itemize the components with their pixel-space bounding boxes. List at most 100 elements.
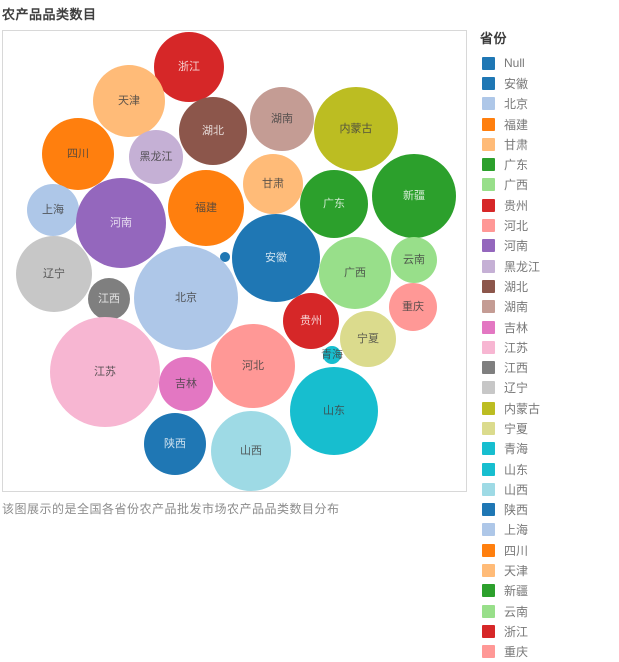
bubble-label: 贵州 [300, 314, 322, 327]
legend-item-label: 广西 [504, 178, 529, 193]
bubble-广东[interactable]: 广东 [300, 170, 368, 238]
legend-item-label: 山西 [504, 482, 529, 497]
legend-item-四川[interactable]: 四川 [480, 540, 619, 560]
legend-color-swatch-icon [482, 421, 495, 435]
legend-item-上海[interactable]: 上海 [480, 520, 619, 540]
bubble-天津[interactable]: 天津 [93, 65, 165, 137]
legend-color-swatch-icon [482, 442, 495, 456]
bubble-label: 天津 [118, 94, 140, 107]
bubble-label: 湖北 [202, 124, 224, 137]
bubble-label: 青海 [321, 348, 343, 361]
legend-item-吉林[interactable]: 吉林 [480, 317, 619, 337]
bubble-湖北[interactable]: 湖北 [179, 97, 247, 165]
bubble-黑龙江[interactable]: 黑龙江 [129, 130, 183, 184]
legend-item-云南[interactable]: 云南 [480, 601, 619, 621]
legend-color-swatch-icon [482, 137, 495, 151]
legend-item-贵州[interactable]: 贵州 [480, 195, 619, 215]
bubble-福建[interactable]: 福建 [168, 170, 244, 246]
bubble-新疆[interactable]: 新疆 [372, 154, 456, 238]
legend-item-label: 贵州 [504, 198, 529, 213]
legend-item-浙江[interactable]: 浙江 [480, 621, 619, 641]
bubble-四川[interactable]: 四川 [42, 118, 114, 190]
bubble-内蒙古[interactable]: 内蒙古 [314, 87, 398, 171]
legend-item-label: 湖北 [504, 279, 529, 294]
bubble-label: 广西 [344, 266, 366, 279]
legend-item-新疆[interactable]: 新疆 [480, 581, 619, 601]
legend-item-label: 云南 [504, 604, 529, 619]
legend-item-江西[interactable]: 江西 [480, 357, 619, 377]
bubble-云南[interactable]: 云南 [391, 237, 437, 283]
bubble-label: 重庆 [402, 300, 424, 313]
bubble-山西[interactable]: 山西 [211, 411, 291, 491]
bubble-label: 内蒙古 [339, 122, 373, 135]
legend-color-swatch-icon [482, 219, 495, 233]
legend-item-江苏[interactable]: 江苏 [480, 337, 619, 357]
legend-item-青海[interactable]: 青海 [480, 439, 619, 459]
bubble-重庆[interactable]: 重庆 [389, 283, 437, 331]
legend-item-陕西[interactable]: 陕西 [480, 500, 619, 520]
bubble-label: 湖南 [271, 112, 293, 125]
legend-color-swatch-icon [482, 584, 495, 598]
bubble-河北[interactable]: 河北 [211, 324, 295, 408]
bubble-江苏[interactable]: 江苏 [50, 317, 160, 427]
bubble-label: 辽宁 [43, 267, 65, 280]
bubble-河南[interactable]: 河南 [76, 178, 166, 268]
legend-item-安徽[interactable]: 安徽 [480, 73, 619, 93]
bubble-label: 宁夏 [357, 332, 379, 345]
bubble-宁夏[interactable]: 宁夏 [340, 311, 396, 367]
bubble-label: 北京 [175, 291, 197, 304]
legend-color-swatch-icon [482, 320, 495, 334]
legend-item-内蒙古[interactable]: 内蒙古 [480, 398, 619, 418]
legend-item-label: 福建 [504, 117, 529, 132]
legend-item-广东[interactable]: 广东 [480, 154, 619, 174]
legend-item-山西[interactable]: 山西 [480, 479, 619, 499]
legend-item-湖北[interactable]: 湖北 [480, 276, 619, 296]
legend-item-甘肃[interactable]: 甘肃 [480, 134, 619, 154]
bubble-甘肃[interactable]: 甘肃 [243, 154, 303, 214]
legend-item-广西[interactable]: 广西 [480, 175, 619, 195]
legend-item-重庆[interactable]: 重庆 [480, 642, 619, 662]
bubble-安徽[interactable]: 安徽 [232, 214, 320, 302]
legend-item-list: Null 安徽 北京 福建 甘肃 广东 广西 贵州 河北 河南 黑龙江 湖北 湖… [480, 53, 619, 662]
bubble-北京[interactable]: 北京 [134, 246, 238, 350]
legend-item-label: 青海 [504, 442, 529, 457]
bubble-山东[interactable]: 山东 [290, 367, 378, 455]
bubble-label: 上海 [42, 203, 64, 216]
bubble-贵州[interactable]: 贵州 [283, 293, 339, 349]
legend-item-黑龙江[interactable]: 黑龙江 [480, 256, 619, 276]
legend-color-swatch-icon [482, 300, 495, 314]
legend-item-河南[interactable]: 河南 [480, 236, 619, 256]
legend-item-宁夏[interactable]: 宁夏 [480, 418, 619, 438]
legend-title: 省份 [480, 31, 508, 46]
legend-item-北京[interactable]: 北京 [480, 94, 619, 114]
legend-item-河北[interactable]: 河北 [480, 215, 619, 235]
bubble-广西[interactable]: 广西 [319, 237, 391, 309]
legend-color-swatch-icon [482, 198, 495, 212]
bubble-label: 江苏 [94, 365, 116, 378]
legend-item-湖南[interactable]: 湖南 [480, 297, 619, 317]
legend-item-山东[interactable]: 山东 [480, 459, 619, 479]
bubble-湖南[interactable]: 湖南 [250, 87, 314, 151]
legend-color-swatch-icon [482, 259, 495, 273]
bubble-label: 安徽 [265, 251, 287, 264]
legend-item-label: 江西 [504, 361, 529, 376]
bubble-上海[interactable]: 上海 [27, 184, 79, 236]
legend-item-label: 重庆 [504, 645, 529, 660]
bubble-label: 云南 [403, 253, 425, 266]
bubble-江西[interactable]: 江西 [88, 278, 130, 320]
page-title: 农产品品类数目 [2, 7, 97, 22]
legend-color-swatch-icon [482, 178, 495, 192]
bubble-浙江[interactable]: 浙江 [154, 32, 224, 102]
bubble-辽宁[interactable]: 辽宁 [16, 236, 92, 312]
bubble-Null[interactable] [220, 252, 230, 262]
legend-item-福建[interactable]: 福建 [480, 114, 619, 134]
legend-item-天津[interactable]: 天津 [480, 560, 619, 580]
legend-item-Null[interactable]: Null [480, 53, 619, 73]
legend-color-swatch-icon [482, 381, 495, 395]
legend-item-label: 陕西 [504, 503, 529, 518]
legend-item-辽宁[interactable]: 辽宁 [480, 378, 619, 398]
legend-color-swatch-icon [482, 279, 495, 293]
bubble-陕西[interactable]: 陕西 [144, 413, 206, 475]
bubble-青海[interactable]: 青海 [321, 346, 343, 364]
bubble-吉林[interactable]: 吉林 [159, 357, 213, 411]
